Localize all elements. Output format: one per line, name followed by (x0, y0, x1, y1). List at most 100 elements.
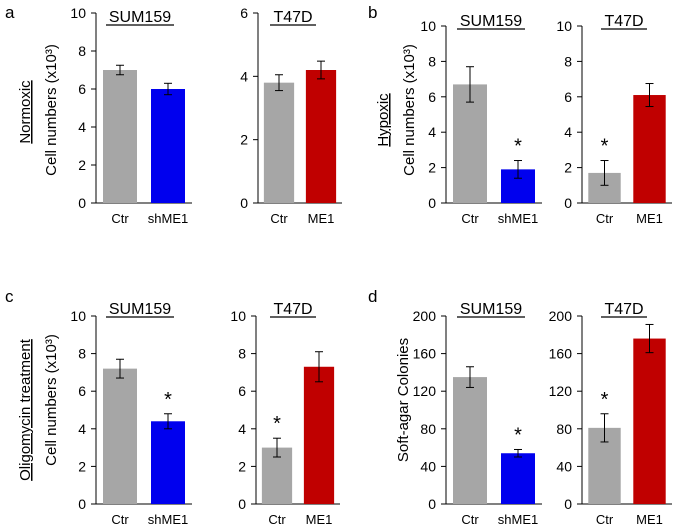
x-category-label: ME1 (306, 512, 333, 526)
y-tick-label: 6 (428, 89, 436, 105)
y-tick-label: 200 (549, 308, 573, 324)
chart-d-sum159: SUM159 0 40 80 120 160 200 Ctr shME1 * (413, 301, 542, 526)
y-tick-label: 6 (78, 383, 86, 399)
y-tick-label: 4 (78, 421, 86, 437)
y-tick-label: 4 (238, 421, 246, 437)
bar-shme1 (501, 453, 535, 504)
chart-title: SUM159 (460, 13, 522, 30)
y-tick-label: 0 (428, 195, 436, 211)
y-tick-label: 8 (564, 53, 572, 69)
ylabel-c: Cell numbers (x10³) (43, 334, 60, 466)
significance-star: * (601, 136, 609, 158)
x-category-label: ME1 (636, 211, 663, 226)
ylabel-d: Soft-agar Colonies (395, 338, 412, 462)
y-tick-label: 10 (70, 308, 86, 324)
y-tick-label: 2 (428, 160, 436, 176)
significance-star: * (514, 424, 522, 446)
y-tick-label: 0 (78, 195, 86, 211)
chart-title: T47D (273, 301, 312, 318)
chart-b-sum159: SUM159 0 2 4 6 8 10 Ctr shME1 * (420, 13, 542, 226)
x-category-label: Ctr (268, 512, 286, 526)
ylabel-a: Cell numbers (x10³) (43, 44, 60, 176)
x-category-label: Ctr (596, 512, 614, 526)
significance-star: * (601, 389, 609, 411)
chart-c-t47d: T47D 0 2 4 6 8 10 Ctr * ME1 (230, 301, 340, 526)
x-category-label: shME1 (498, 512, 538, 526)
y-tick-label: 160 (549, 346, 573, 362)
y-tick-label: 120 (549, 383, 573, 399)
x-category-label: ME1 (308, 211, 335, 226)
x-category-label: Ctr (111, 211, 129, 226)
condition-label-oligomycin: Oligomycin treatment (17, 338, 34, 481)
chart-title: SUM159 (109, 9, 171, 26)
ylabel-b: Cell numbers (x10³) (401, 44, 418, 176)
y-tick-label: 0 (240, 195, 248, 211)
significance-star: * (273, 413, 281, 435)
y-tick-label: 2 (78, 157, 86, 173)
y-tick-label: 6 (78, 81, 86, 97)
y-tick-label: 80 (556, 421, 572, 437)
x-category-label: ME1 (636, 512, 663, 526)
chart-b-t47d: T47D 0 2 4 6 8 10 Ctr * ME1 (556, 13, 672, 226)
y-tick-label: 4 (240, 68, 248, 84)
condition-label-normoxic: Normoxic (17, 80, 34, 144)
y-tick-label: 120 (413, 383, 437, 399)
y-tick-label: 8 (428, 53, 436, 69)
panel-letter-c: c (5, 287, 14, 306)
panel-letter-d: d (368, 287, 377, 306)
x-category-label: shME1 (148, 512, 188, 526)
y-tick-label: 40 (556, 458, 572, 474)
bar-me1 (305, 70, 337, 203)
y-tick-label: 2 (238, 458, 246, 474)
y-tick-label: 160 (413, 346, 437, 362)
y-tick-label: 10 (556, 18, 572, 34)
panel-letter-a: a (5, 3, 15, 22)
y-tick-label: 6 (238, 383, 246, 399)
bar-me1 (633, 338, 666, 504)
y-tick-label: 80 (420, 421, 436, 437)
panel-letter-b: b (368, 3, 377, 22)
bar-me1 (633, 95, 666, 203)
y-tick-label: 0 (238, 496, 246, 512)
y-tick-label: 8 (238, 346, 246, 362)
x-category-label: Ctr (111, 512, 129, 526)
x-category-label: shME1 (498, 211, 538, 226)
bar-me1 (303, 366, 335, 504)
y-tick-label: 0 (78, 496, 86, 512)
y-tick-label: 6 (240, 5, 248, 21)
y-tick-label: 8 (78, 43, 86, 59)
y-tick-label: 2 (564, 160, 572, 176)
y-tick-label: 4 (78, 119, 86, 135)
charts-group: SUM159 0 2 4 6 8 10 Ctr shME1 T47D 0 2 4 6 Ctr ME1 SUM15… (70, 5, 672, 526)
chart-a-sum159: SUM159 0 2 4 6 8 10 Ctr shME1 (70, 5, 192, 226)
y-tick-label: 4 (428, 124, 436, 140)
chart-title: T47D (273, 9, 312, 26)
bar-ctr (103, 70, 137, 203)
chart-d-t47d: T47D 0 40 80 120 160 200 Ctr * ME1 (549, 301, 672, 526)
condition-label-hypoxic: Hypoxic (375, 93, 392, 147)
chart-title: T47D (604, 301, 643, 318)
y-tick-label: 2 (240, 132, 248, 148)
chart-c-sum159: SUM159 0 2 4 6 8 10 Ctr shME1 * (70, 301, 192, 526)
bar-ctr (453, 377, 487, 504)
bar-shme1 (151, 89, 185, 203)
y-tick-label: 40 (420, 458, 436, 474)
chart-a-t47d: T47D 0 2 4 6 Ctr ME1 (240, 5, 342, 226)
significance-star: * (514, 136, 522, 158)
y-tick-label: 8 (78, 346, 86, 362)
bar-ctr (453, 84, 487, 203)
y-tick-label: 10 (420, 18, 436, 34)
y-tick-label: 4 (564, 124, 572, 140)
y-tick-label: 200 (413, 308, 437, 324)
bar-shme1 (151, 421, 185, 504)
y-tick-label: 6 (564, 89, 572, 105)
x-category-label: Ctr (461, 512, 479, 526)
y-tick-label: 10 (230, 308, 246, 324)
chart-title: T47D (604, 13, 643, 30)
x-category-label: Ctr (270, 211, 288, 226)
y-tick-label: 0 (564, 496, 572, 512)
y-tick-label: 0 (428, 496, 436, 512)
y-tick-label: 2 (78, 458, 86, 474)
significance-star: * (164, 389, 172, 411)
